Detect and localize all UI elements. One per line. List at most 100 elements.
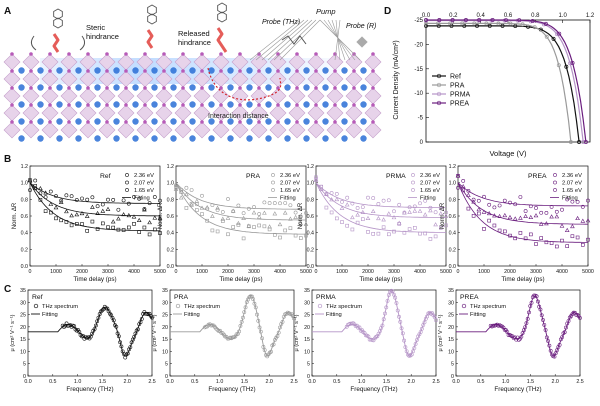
x-tick-label: 0.5 bbox=[191, 379, 198, 385]
data-point bbox=[432, 315, 437, 320]
data-point bbox=[147, 201, 152, 206]
data-point bbox=[420, 326, 424, 331]
fit-curve bbox=[457, 182, 588, 243]
a-site-cation bbox=[189, 135, 196, 142]
x-tick-label: 1.2 bbox=[586, 13, 595, 19]
alkyl-chain bbox=[146, 29, 154, 49]
legend-label: PREA bbox=[450, 101, 469, 108]
jv-point bbox=[551, 36, 556, 41]
halide-atom bbox=[314, 103, 318, 107]
data-point bbox=[487, 218, 492, 223]
data-point bbox=[90, 219, 95, 224]
data-point bbox=[267, 201, 272, 205]
y-tick-label: 0.2 bbox=[21, 247, 28, 253]
data-point bbox=[258, 329, 263, 334]
data-point bbox=[241, 215, 246, 220]
data-point bbox=[210, 228, 215, 233]
data-point bbox=[502, 212, 508, 218]
x-axis-label: Time delay (ps) bbox=[73, 276, 116, 283]
y-tick-label: 15 bbox=[162, 337, 168, 343]
a-site-cation bbox=[170, 84, 177, 91]
data-point bbox=[418, 201, 422, 206]
legend-label: 2.36 eV bbox=[280, 173, 300, 179]
data-point bbox=[216, 329, 221, 333]
halide-atom bbox=[371, 120, 375, 124]
y-tick-label: -10 bbox=[414, 91, 423, 97]
data-point bbox=[425, 314, 429, 319]
legend-label: THz spectrum bbox=[470, 304, 506, 310]
x-tick-label: 2.0 bbox=[266, 379, 273, 385]
halide-atom bbox=[314, 120, 318, 124]
y-tick-label: 10 bbox=[162, 349, 168, 355]
jv-curve-prma bbox=[426, 19, 584, 143]
data-point bbox=[507, 214, 513, 220]
data-point bbox=[131, 214, 137, 219]
octahedron bbox=[3, 70, 21, 88]
data-point bbox=[340, 200, 344, 204]
data-point bbox=[366, 195, 370, 200]
data-point bbox=[371, 196, 376, 200]
jv-point bbox=[555, 32, 559, 37]
y-tick-label: 0.8 bbox=[307, 197, 314, 203]
data-point bbox=[220, 216, 226, 221]
octahedron bbox=[345, 121, 363, 139]
ring bbox=[147, 4, 157, 16]
data-point bbox=[293, 210, 298, 215]
label-released-hindrance-1: Released bbox=[178, 29, 210, 38]
y-tick-label: 0.2 bbox=[449, 247, 456, 253]
data-point bbox=[491, 323, 496, 328]
data-point bbox=[329, 191, 334, 195]
halide-atom bbox=[333, 103, 337, 107]
data-point bbox=[247, 224, 251, 229]
data-point bbox=[539, 210, 544, 215]
octahedron bbox=[155, 104, 173, 122]
fit-curve bbox=[175, 182, 306, 210]
data-point bbox=[267, 224, 272, 229]
data-point bbox=[355, 212, 360, 217]
jv-point bbox=[448, 21, 453, 26]
data-point bbox=[298, 214, 303, 219]
halide-atom bbox=[200, 69, 204, 73]
halide-atom bbox=[10, 69, 14, 73]
data-point bbox=[118, 340, 123, 345]
halide-atom bbox=[48, 103, 52, 107]
a-site-cation bbox=[170, 101, 177, 108]
data-point bbox=[366, 334, 371, 339]
data-point bbox=[506, 333, 511, 338]
panel-d: D 0.0 0.2 0.4 0.6 0.8 1.0 1.2 0 -5 -10 -15 -20 -25 Vol… bbox=[384, 6, 595, 158]
halide-atom bbox=[162, 52, 166, 56]
data-point bbox=[544, 240, 549, 245]
a-site-cation bbox=[246, 135, 253, 142]
data-point bbox=[538, 221, 544, 226]
data-point bbox=[269, 349, 273, 354]
data-point bbox=[552, 354, 557, 359]
panel-a-letter: A bbox=[4, 6, 11, 17]
data-point bbox=[106, 197, 110, 202]
a-site-cation bbox=[75, 135, 82, 142]
halide-atom bbox=[295, 52, 299, 56]
y-tick-label: 1.0 bbox=[167, 181, 174, 187]
a-site-cation bbox=[170, 135, 177, 142]
pump-beam bbox=[279, 19, 321, 61]
y-tick-label: 0.6 bbox=[449, 214, 456, 220]
jv-point bbox=[530, 18, 535, 23]
a-site-cation bbox=[341, 84, 348, 91]
data-point bbox=[314, 177, 318, 182]
data-point bbox=[575, 200, 580, 204]
data-point bbox=[381, 217, 386, 222]
legend-label: THz spectrum bbox=[326, 304, 362, 310]
y-tick-label: 0 bbox=[451, 374, 454, 380]
jv-point bbox=[450, 18, 455, 22]
y-tick-label: 1.2 bbox=[167, 164, 174, 170]
data-point bbox=[543, 328, 548, 332]
a-site-cation bbox=[113, 84, 120, 91]
octahedron bbox=[98, 87, 116, 105]
y-tick-label: 10 bbox=[304, 349, 310, 355]
halide-atom bbox=[295, 103, 299, 107]
plot-frame bbox=[27, 289, 153, 377]
data-point bbox=[502, 198, 507, 203]
data-point bbox=[277, 221, 283, 227]
halide-atom bbox=[124, 52, 128, 56]
data-point bbox=[132, 195, 136, 199]
a-site-cation bbox=[265, 135, 272, 142]
